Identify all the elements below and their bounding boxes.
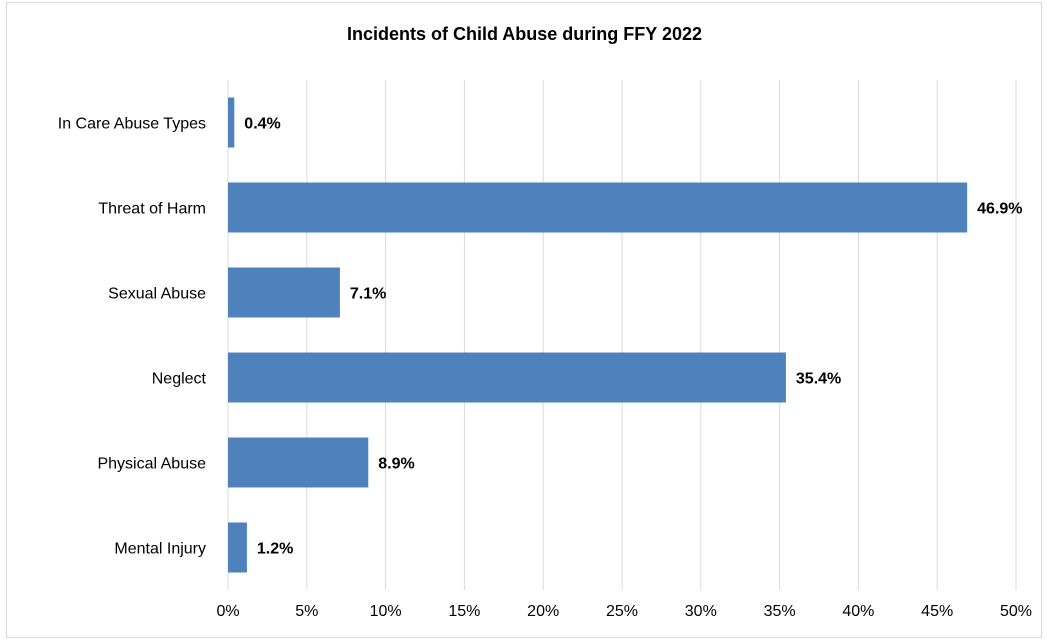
category-label: Threat of Harm xyxy=(98,201,206,218)
bar xyxy=(228,437,369,488)
x-tick-label: 40% xyxy=(842,603,874,620)
x-tick-label: 45% xyxy=(921,603,953,620)
bar xyxy=(228,97,235,148)
bar xyxy=(228,522,247,573)
category-label: In Care Abuse Types xyxy=(58,116,206,133)
x-tick-label: 0% xyxy=(216,603,239,620)
x-tick-label: 20% xyxy=(527,603,559,620)
category-label: Sexual Abuse xyxy=(108,286,206,303)
category-label: Neglect xyxy=(152,371,207,388)
category-label: Physical Abuse xyxy=(97,456,206,473)
x-tick-label: 50% xyxy=(1000,603,1032,620)
data-label: 8.9% xyxy=(378,456,414,473)
x-tick-label: 15% xyxy=(448,603,480,620)
x-tick-label: 30% xyxy=(685,603,717,620)
data-label: 35.4% xyxy=(796,371,841,388)
x-tick-label: 5% xyxy=(295,603,318,620)
data-label: 0.4% xyxy=(244,116,280,133)
category-label: Mental Injury xyxy=(114,541,206,558)
bar xyxy=(228,352,786,403)
bar xyxy=(228,267,340,318)
data-label: 7.1% xyxy=(350,286,386,303)
x-tick-label: 10% xyxy=(370,603,402,620)
data-label: 1.2% xyxy=(257,541,293,558)
x-tick-label: 25% xyxy=(606,603,638,620)
chart-title: Incidents of Child Abuse during FFY 2022 xyxy=(346,24,703,44)
x-tick-label: 35% xyxy=(764,603,796,620)
bar xyxy=(228,182,968,233)
chart-frame xyxy=(6,2,1042,638)
data-label: 46.9% xyxy=(977,201,1022,218)
